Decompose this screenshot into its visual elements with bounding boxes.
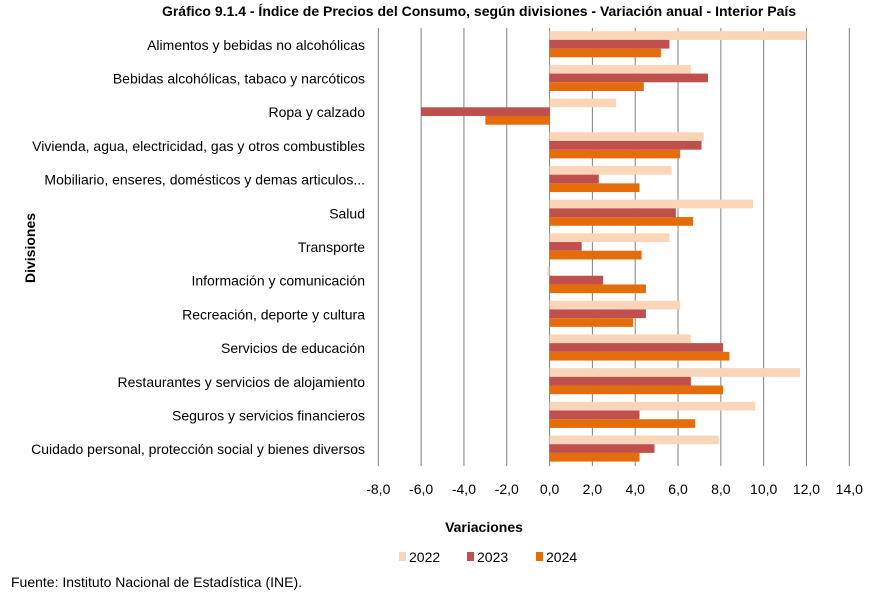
category-label: Transporte (298, 239, 365, 255)
bar-2022 (549, 132, 704, 141)
x-tick-label: 12,0 (793, 481, 820, 497)
bar-2022 (549, 31, 807, 40)
bar-2022 (549, 401, 756, 411)
bar-2022 (549, 300, 681, 310)
x-tick-label: 4,0 (625, 481, 645, 497)
x-tick-labels: -8,0 -6,0 -4,0 -2,0 0,0 2,0 4,0 6,0 8,0 10,0 12,0 1… (366, 481, 863, 497)
x-axis-title: Variaciones (445, 519, 523, 535)
bar-2023 (549, 444, 655, 453)
x-tick-label: -8,0 (366, 481, 390, 497)
bar-2024 (549, 351, 730, 361)
bar-2022 (549, 165, 672, 175)
x-tick-label: 14,0 (836, 481, 863, 497)
legend-swatch-2024 (536, 552, 543, 561)
bar-2024 (549, 250, 642, 260)
bar-2023 (549, 174, 599, 184)
chart-title: Gráfico 9.1.4 - Índice de Precios del Co… (162, 3, 796, 19)
bars (421, 31, 807, 462)
x-tick-label: -2,0 (495, 481, 519, 497)
bar-2022 (549, 233, 670, 243)
category-label: Seguros y servicios financieros (172, 407, 365, 423)
bar-2023 (549, 39, 670, 49)
bar-2022 (549, 334, 691, 344)
category-label: Ropa y calzado (268, 104, 365, 120)
bar-2022 (547, 267, 550, 276)
bar-2024 (549, 48, 661, 58)
legend-label: 2024 (546, 549, 577, 565)
bar-2024 (549, 419, 696, 428)
category-label: Servicios de educación (221, 340, 365, 356)
bar-2024 (549, 452, 640, 462)
legend-swatch-2022 (399, 552, 406, 561)
x-tick-label: -6,0 (409, 481, 433, 497)
legend-label: 2022 (409, 549, 440, 565)
source-note: Fuente: Instituto Nacional de Estadístic… (11, 574, 302, 590)
category-label: Restaurantes y servicios de alojamiento (118, 374, 366, 390)
bar-2022 (549, 64, 691, 74)
category-label: Recreación, deporte y cultura (182, 306, 365, 322)
bar-2023 (549, 309, 646, 319)
bar-2023 (549, 242, 582, 251)
legend-swatch-2023 (467, 552, 474, 561)
bar-2024 (549, 318, 634, 327)
legend: 2022 2023 2024 (399, 549, 577, 565)
bar-2022 (549, 199, 753, 209)
gridlines (377, 28, 850, 466)
x-tick-label: 8,0 (711, 481, 731, 497)
category-label: Mobiliario, enseres, domésticos y demas … (44, 172, 365, 188)
category-label: Salud (329, 205, 365, 221)
x-tick-label: 0,0 (540, 481, 560, 497)
x-tick-label: 10,0 (750, 481, 777, 497)
bar-2023 (549, 275, 604, 285)
x-tick-label: 2,0 (583, 481, 603, 497)
bar-2023 (421, 107, 550, 116)
legend-label: 2023 (477, 549, 508, 565)
bar-2024 (549, 284, 646, 294)
bar-2024 (485, 115, 550, 125)
bar-2023 (549, 343, 723, 352)
bar-2023 (549, 410, 640, 420)
bar-2022 (549, 435, 719, 445)
bar-2024 (549, 385, 723, 395)
bar-2022 (549, 368, 801, 377)
bar-2023 (549, 140, 702, 150)
x-tick-label: -4,0 (452, 481, 476, 497)
category-label: Información y comunicación (191, 273, 365, 289)
bar-2023 (549, 376, 691, 386)
bar-2024 (549, 82, 644, 91)
bar-2024 (549, 183, 640, 193)
bar-2023 (549, 73, 708, 83)
bar-2024 (549, 217, 694, 226)
category-label: Alimentos y bebidas no alcohólicas (147, 37, 365, 53)
bar-2024 (549, 149, 681, 159)
category-label: Vivienda, agua, electricidad, gas y otro… (32, 138, 365, 154)
category-label: Cuidado personal, protección social y bi… (31, 441, 365, 457)
category-labels: Alimentos y bebidas no alcohólicas Bebida… (31, 37, 365, 457)
x-tick-label: 6,0 (668, 481, 688, 497)
bar-2023 (549, 208, 676, 218)
bar-2022 (549, 98, 616, 108)
category-label: Bebidas alcohólicas, tabaco y narcóticos (113, 71, 365, 87)
y-axis-title: Divisiones (22, 213, 38, 283)
